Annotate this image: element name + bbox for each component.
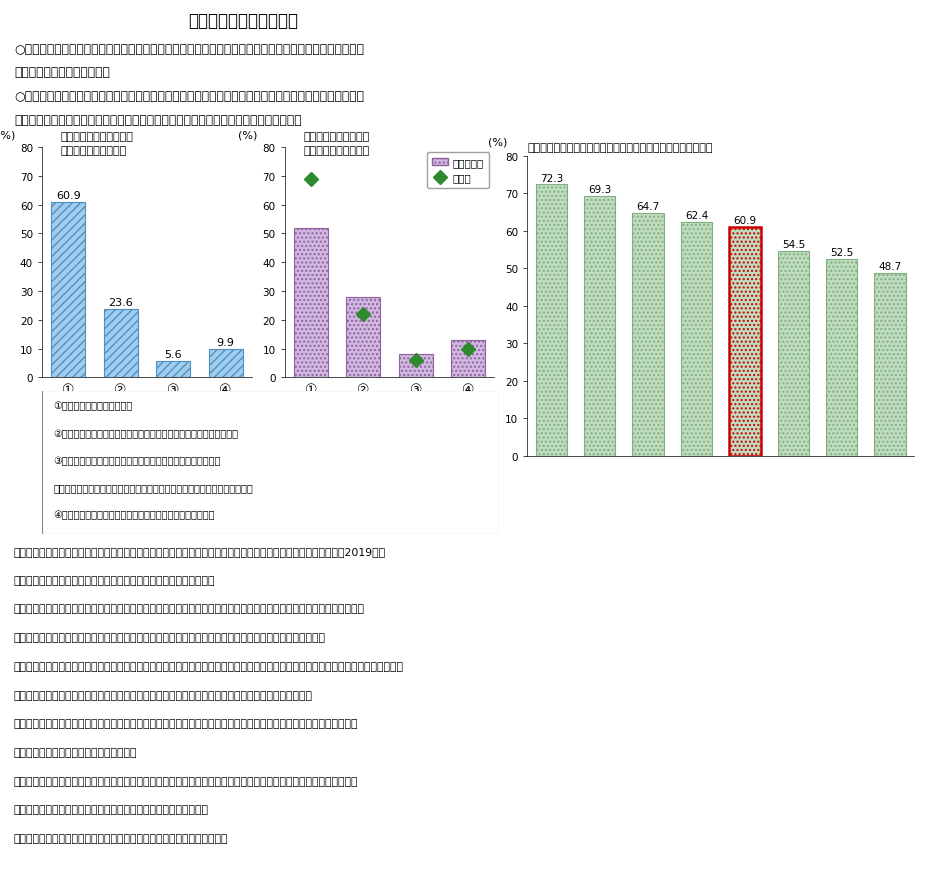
Bar xyxy=(681,222,712,456)
Text: 求人募集した際の状況: 求人募集した際の状況 xyxy=(61,146,127,156)
Text: の個票を厚生労働省政策統括官付政策統括室にて独自集計: の個票を厚生労働省政策統括官付政策統括室にて独自集計 xyxy=(14,575,216,585)
Bar xyxy=(730,228,760,456)
Text: ③応募があり、応募者の資質は自社の求める水準であったが、: ③応募があり、応募者の資質は自社の求める水準であったが、 xyxy=(53,455,221,466)
Text: 60.9: 60.9 xyxy=(733,216,757,226)
Text: ３）事業の成長意欲について「現状維持が困難になる中、衰退・撤退を遅延させることを重視」と回答した企: ３）事業の成長意欲について「現状維持が困難になる中、衰退・撤退を遅延させることを… xyxy=(14,719,358,728)
Bar xyxy=(294,229,327,378)
Text: 60.9: 60.9 xyxy=(56,190,80,201)
Bar xyxy=(209,349,243,378)
Text: （注）　１）従業員全体の認識について「大いに不足」「やや不足」と回答した企業であって、人手が不足している理由: （注） １）従業員全体の認識について「大いに不足」「やや不足」と回答した企業であ… xyxy=(14,604,365,614)
Text: 72.3: 72.3 xyxy=(539,174,563,183)
Text: 求人募集の状況について: 求人募集の状況について xyxy=(188,12,298,30)
Text: 求職者が求める処遇・労働条件等と自社の提示内容が折り合わなかった。: 求職者が求める処遇・労働条件等と自社の提示内容が折り合わなかった。 xyxy=(53,483,253,493)
Text: 求人募集した際の状況: 求人募集した際の状況 xyxy=(303,146,369,156)
Text: ○　求人募集をした際の状況をみると、「募集しても、応募がない」企業が最も多く、特に、「地方圏」: ○ 求人募集をした際の状況をみると、「募集しても、応募がない」企業が最も多く、特… xyxy=(14,43,364,56)
Legend: 三大都市圏, 地方圏: 三大都市圏, 地方圏 xyxy=(426,153,489,189)
Text: 23.6: 23.6 xyxy=(108,298,133,308)
Bar xyxy=(156,362,190,378)
Bar xyxy=(633,214,664,456)
Text: ④採用に至ったが、早期に離職してしまい、定着しなかった: ④採用に至ったが、早期に離職してしまい、定着しなかった xyxy=(53,510,215,520)
Text: 第２－（１）－15図: 第２－（１）－15図 xyxy=(8,15,91,27)
Bar xyxy=(452,341,485,378)
Text: 5.6: 5.6 xyxy=(164,349,182,360)
Bar xyxy=(346,297,381,378)
Text: 69.3: 69.3 xyxy=(588,184,611,195)
Text: (%): (%) xyxy=(239,131,258,141)
Bar xyxy=(398,355,433,378)
Text: 念されない」と回答した企業は集計対象外としている。: 念されない」と回答した企業は集計対象外としている。 xyxy=(14,805,209,814)
Text: （３）産業別の「募集しても応募がない」と回答した企業割合: （３）産業別の「募集しても応募がない」と回答した企業割合 xyxy=(527,143,713,153)
Text: ５）（３）において、回答企業数が僅少の産業については割愛。: ５）（３）において、回答企業数が僅少の産業については割愛。 xyxy=(14,833,229,843)
Text: （２）地域圏別にみた: （２）地域圏別にみた xyxy=(303,132,369,142)
Text: 64.7: 64.7 xyxy=(636,202,660,212)
Text: 62.4: 62.4 xyxy=(685,210,708,221)
Text: として「新規の人材獲得が困難」をあげた企業を対象に、求人募集した際の状況を尋ねたもの。: として「新規の人材獲得が困難」をあげた企業を対象に、求人募集した際の状況を尋ねた… xyxy=(14,633,326,642)
Bar xyxy=(104,310,138,378)
Text: 府」「兵庫県」「奈良県」を指し、「地方圏」とは、三大都市圏以外の地域を指している。: 府」「兵庫県」「奈良県」を指し、「地方圏」とは、三大都市圏以外の地域を指している… xyxy=(14,690,313,700)
Bar xyxy=(51,202,85,378)
Bar xyxy=(874,274,906,456)
Text: ①募集しても、応募がない。: ①募集しても、応募がない。 xyxy=(53,401,132,411)
Text: （１）人手不足を契機に: （１）人手不足を契機に xyxy=(61,132,133,142)
Text: ○　産業別に「募集しても、応募がない」と回答した企業をみると、「宿泊業，飲食サービス業」「建設: ○ 産業別に「募集しても、応募がない」と回答した企業をみると、「宿泊業，飲食サー… xyxy=(14,90,364,103)
Text: 52.5: 52.5 xyxy=(830,248,854,257)
Bar xyxy=(584,196,616,456)
Text: 9.9: 9.9 xyxy=(216,337,234,348)
Text: の企業でその傾向が強い。: の企業でその傾向が強い。 xyxy=(14,66,110,79)
Text: (%): (%) xyxy=(0,131,15,141)
Text: 業は、集計対象外としている。: 業は、集計対象外としている。 xyxy=(14,747,137,757)
Bar xyxy=(536,185,567,456)
Bar xyxy=(777,252,809,456)
Text: ２）「三大都市圏」とは、「埼玉県」「千葉県」「東京都」「神奈川県」「岐阜県」「愛知県」「三重県」「京都府」「大阪: ２）「三大都市圏」とは、「埼玉県」「千葉県」「東京都」「神奈川県」「岐阜県」「愛… xyxy=(14,661,404,671)
Text: 54.5: 54.5 xyxy=(782,240,805,250)
Text: ②応募はあるが、応募者の資質が自社の求める水準に満たなかった。: ②応募はあるが、応募者の資質が自社の求める水準に満たなかった。 xyxy=(53,428,239,438)
Bar xyxy=(826,260,857,456)
Text: ４）人手不足が会社経営または職場環境に「現在のところ影響はなく、今後３年以内に影響が生じることも懸: ４）人手不足が会社経営または職場環境に「現在のところ影響はなく、今後３年以内に影… xyxy=(14,776,358,786)
Text: 業」「医療，福祉」等の、人手不足感が相対的に高い産業における回答割合が高い。: 業」「医療，福祉」等の、人手不足感が相対的に高い産業における回答割合が高い。 xyxy=(14,114,301,127)
Text: 48.7: 48.7 xyxy=(879,262,902,272)
Text: 資料出所　（独）労働政策研究・研修機構「人手不足等をめぐる現状と働き方等に関する調査（企業調査票）」（2019年）: 資料出所 （独）労働政策研究・研修機構「人手不足等をめぐる現状と働き方等に関する… xyxy=(14,547,386,556)
Text: (%): (%) xyxy=(489,137,508,148)
